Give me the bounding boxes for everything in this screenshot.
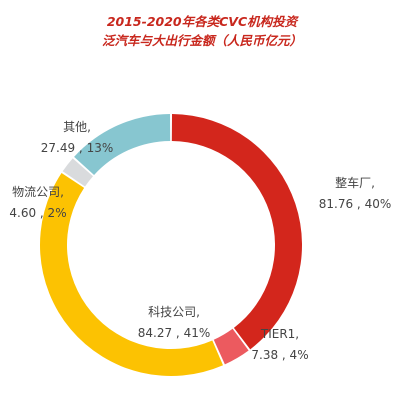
slice-label-name-0: 整车厂, (335, 175, 375, 190)
chart-title: 2015-2020年各类CVC机构投资 (106, 14, 298, 29)
slice-label-value-1: 7.38 , 4% (251, 348, 308, 362)
slice-label-name-3: 物流公司, (12, 185, 64, 199)
slice-label-value-2: 84.27 , 41% (138, 326, 210, 340)
slice-2 (40, 173, 224, 376)
donut-slices (40, 114, 303, 376)
slice-3 (62, 158, 93, 187)
slice-label-name-4: 其他, (63, 120, 91, 134)
slice-4 (74, 114, 171, 176)
slice-label-name-2: 科技公司, (148, 305, 200, 319)
slice-1 (213, 328, 249, 365)
slice-label-value-3: 4.60 , 2% (9, 206, 66, 220)
slice-labels: 整车厂, 81.76 , 40% TIER1, 7.38 , 4% 科技公司, 84.27… (9, 120, 391, 362)
chart-subtitle: 泛汽车与大出行金额（人民币亿元） (101, 33, 302, 48)
slice-label-value-0: 81.76 , 40% (319, 197, 391, 211)
slice-label-name-1: TIER1, (260, 327, 299, 341)
slice-label-value-4: 27.49 , 13% (41, 141, 113, 155)
slice-0 (171, 114, 303, 350)
